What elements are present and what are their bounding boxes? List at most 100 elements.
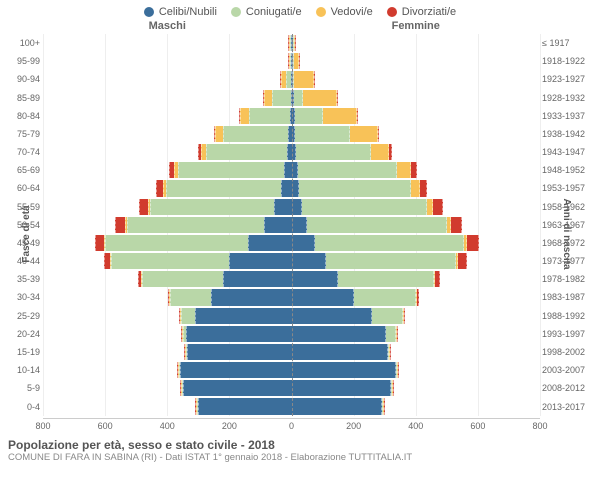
- birth-year-label: 1988-1992: [542, 311, 600, 321]
- birth-year-label: 1998-2002: [542, 347, 600, 357]
- female-bar: [292, 253, 541, 269]
- x-tick: 400: [160, 421, 175, 431]
- bar-segment: [292, 362, 396, 378]
- female-bar: [292, 180, 541, 196]
- bar-segment: [223, 126, 288, 142]
- bar-segment: [433, 199, 442, 215]
- female-bar: [292, 344, 541, 360]
- female-bar: [292, 380, 541, 396]
- bar-segment: [398, 362, 399, 378]
- bar-segment: [187, 344, 291, 360]
- bar-segment: [315, 235, 464, 251]
- birth-year-label: 1968-1972: [542, 238, 600, 248]
- age-label: 45-49: [0, 238, 40, 248]
- age-label: 50-54: [0, 220, 40, 230]
- bar-segment: [292, 326, 387, 342]
- bar-segment: [451, 217, 462, 233]
- bar-segment: [292, 398, 382, 414]
- bar-segment: [195, 308, 291, 324]
- bar-segment: [326, 253, 456, 269]
- bar-segment: [386, 326, 395, 342]
- chart-title: Popolazione per età, sesso e stato civil…: [8, 438, 592, 452]
- bar-segment: [292, 180, 300, 196]
- male-bar: [43, 253, 292, 269]
- bar-segment: [292, 271, 339, 287]
- bar-segment: [411, 180, 420, 196]
- male-bar: [43, 162, 292, 178]
- bar-segment: [397, 162, 411, 178]
- bar-segment: [127, 217, 264, 233]
- bar-segment: [307, 217, 447, 233]
- bar-segment: [95, 235, 104, 251]
- birth-year-label: 1933-1937: [542, 111, 600, 121]
- legend-label: Celibi/Nubili: [159, 6, 217, 18]
- bar-segment: [295, 126, 349, 142]
- female-bar: [292, 35, 541, 51]
- center-axis: [292, 34, 293, 416]
- x-tick: 200: [346, 421, 361, 431]
- bar-segment: [299, 180, 411, 196]
- y-axis-left-label: Fasce di età: [21, 205, 32, 262]
- age-label: 100+: [0, 38, 40, 48]
- bar-segment: [299, 53, 300, 69]
- age-label: 80-84: [0, 111, 40, 121]
- birth-year-label: ≤ 1917: [542, 38, 600, 48]
- legend-label: Coniugati/e: [246, 6, 302, 18]
- bar-segment: [281, 180, 292, 196]
- birth-year-label: 1973-1977: [542, 256, 600, 266]
- bar-segment: [302, 199, 426, 215]
- birth-year-label: 1953-1957: [542, 183, 600, 193]
- male-bar: [43, 144, 292, 160]
- male-bar: [43, 235, 292, 251]
- age-label: 20-24: [0, 329, 40, 339]
- birth-year-label: 2008-2012: [542, 383, 600, 393]
- legend-item: Coniugati/e: [231, 6, 302, 18]
- male-bar: [43, 180, 292, 196]
- legend-swatch: [316, 7, 326, 17]
- bar-segment: [384, 398, 385, 414]
- age-label: 75-79: [0, 129, 40, 139]
- bar-segment: [427, 199, 434, 215]
- birth-year-label: 1948-1952: [542, 165, 600, 175]
- male-bar: [43, 289, 292, 305]
- male-bar: [43, 217, 292, 233]
- bar-segment: [323, 108, 357, 124]
- female-bar: [292, 90, 541, 106]
- bar-segment: [292, 235, 315, 251]
- bar-segment: [181, 308, 195, 324]
- birth-year-label: 1938-1942: [542, 129, 600, 139]
- bar-segment: [142, 271, 223, 287]
- female-bar: [292, 53, 541, 69]
- birth-year-label: 1958-1962: [542, 202, 600, 212]
- x-tick: 600: [98, 421, 113, 431]
- male-bar: [43, 126, 292, 142]
- bar-segment: [292, 308, 373, 324]
- bar-segment: [272, 90, 291, 106]
- chart-footer: Popolazione per età, sesso e stato civil…: [0, 434, 600, 463]
- chart-legend: Celibi/NubiliConiugati/eVedovi/eDivorzia…: [0, 0, 600, 20]
- bar-segment: [206, 144, 287, 160]
- male-bar: [43, 362, 292, 378]
- female-bar: [292, 308, 541, 324]
- bar-segment: [166, 180, 281, 196]
- bar-segment: [417, 289, 419, 305]
- bar-segment: [248, 235, 291, 251]
- bar-segment: [292, 289, 354, 305]
- bar-segment: [298, 162, 397, 178]
- age-label: 70-74: [0, 147, 40, 157]
- male-bar: [43, 271, 292, 287]
- bar-segment: [292, 199, 303, 215]
- bar-segment: [393, 380, 394, 396]
- male-bar: [43, 398, 292, 414]
- gender-headers: Maschi Femmine: [0, 20, 600, 32]
- bar-segment: [294, 71, 314, 87]
- bar-segment: [156, 180, 163, 196]
- bar-segment: [111, 253, 229, 269]
- bar-segment: [338, 271, 434, 287]
- x-tick: 400: [408, 421, 423, 431]
- bar-segment: [215, 126, 223, 142]
- male-bar: [43, 53, 292, 69]
- age-label: 0-4: [0, 402, 40, 412]
- age-label: 40-44: [0, 256, 40, 266]
- age-label: 85-89: [0, 93, 40, 103]
